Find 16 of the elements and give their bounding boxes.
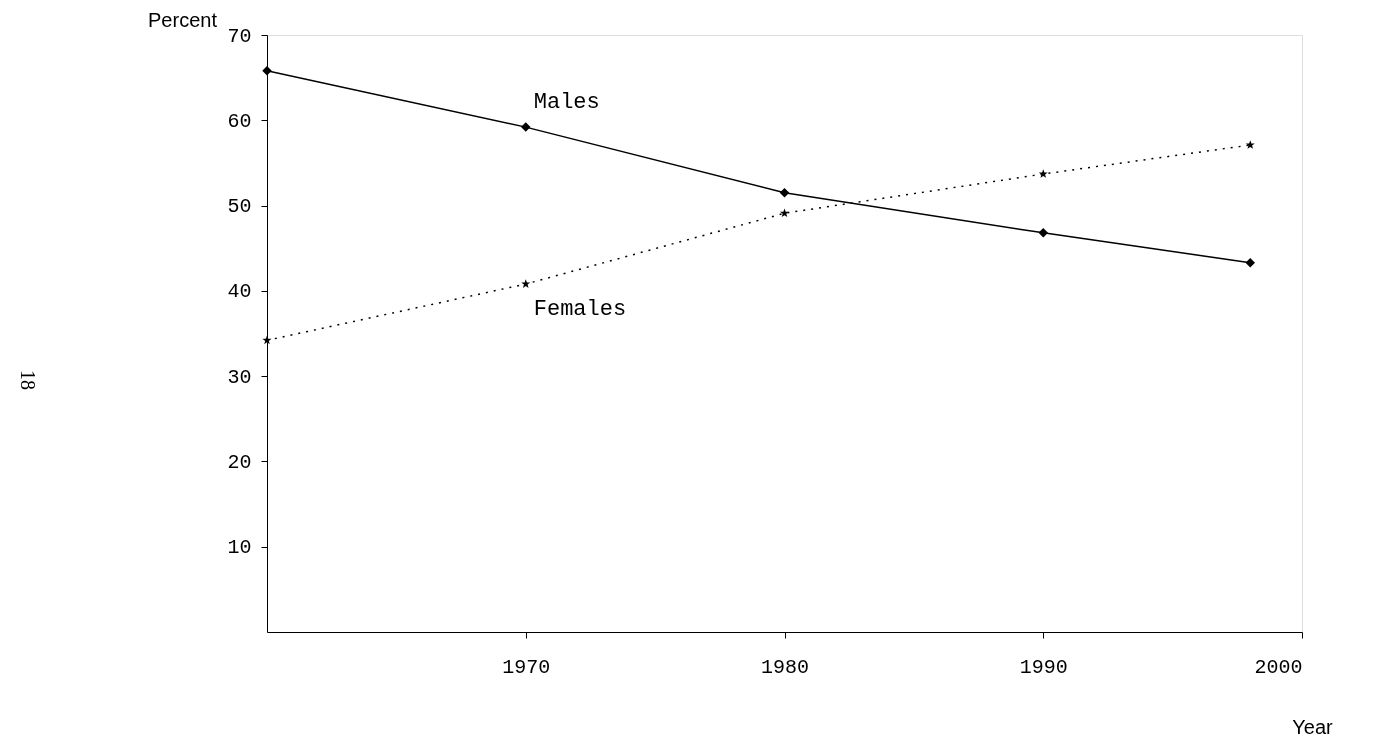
- series-label: Males: [533, 90, 600, 116]
- y-tick-label: 70: [227, 24, 252, 48]
- text: 18: [17, 370, 39, 390]
- series-label: Females: [533, 297, 627, 323]
- y-tick-label: 30: [227, 365, 252, 389]
- y-tick-label: 60: [227, 109, 252, 133]
- x-tick-label: 2000: [1254, 655, 1303, 679]
- x-axis-title: Year: [1292, 715, 1334, 738]
- x-tick-label: 1970: [502, 655, 551, 679]
- y-axis-title: Percent: [148, 8, 218, 31]
- y-tick-label: 50: [227, 195, 252, 219]
- y-tick-label: 40: [227, 280, 252, 304]
- x-tick-label: 1980: [760, 655, 810, 679]
- y-tick-label: 20: [227, 450, 252, 474]
- y-tick-label: 10: [227, 536, 252, 560]
- x-tick-label: 1990: [1019, 655, 1068, 679]
